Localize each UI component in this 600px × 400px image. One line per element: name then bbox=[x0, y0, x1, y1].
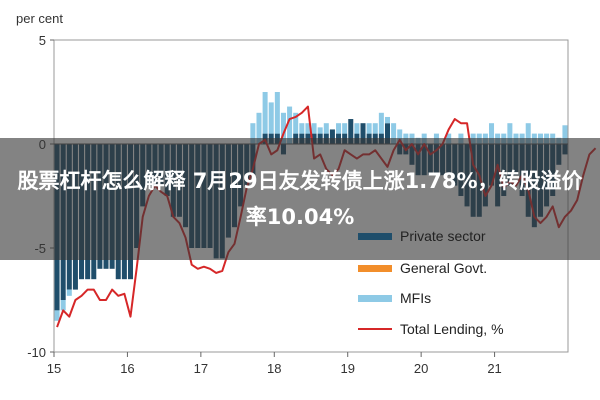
bar-mfis-52 bbox=[372, 123, 378, 134]
legend-item-private-sector: Private sector bbox=[358, 226, 558, 246]
x-tick-label-19: 19 bbox=[340, 361, 354, 376]
bar-mfis-53 bbox=[378, 112, 384, 134]
overlay-headline: 股票杠杆怎么解释 7月29日友发转债上涨1.78%，转股溢价率10.04% bbox=[17, 169, 583, 229]
bar-mfis-40 bbox=[299, 123, 305, 134]
x-tick-label-20: 20 bbox=[414, 361, 428, 376]
y-tick-label--10: -10 bbox=[27, 345, 46, 360]
legend-swatch-total-lending bbox=[358, 328, 392, 330]
bar-mfis-32 bbox=[250, 123, 256, 144]
bar-mfis-36 bbox=[274, 92, 280, 134]
legend-label-general-govt: General Govt. bbox=[400, 260, 488, 276]
bar-mfis-0 bbox=[54, 310, 60, 321]
legend-label-mfis: MFIs bbox=[400, 290, 432, 306]
x-tick-label-17: 17 bbox=[194, 361, 208, 376]
bar-mfis-46 bbox=[336, 123, 342, 134]
x-tick-label-15: 15 bbox=[47, 361, 61, 376]
legend-item-total-lending: Total Lending, % bbox=[358, 319, 558, 339]
y-tick-label-5: 5 bbox=[39, 33, 46, 48]
legend-swatch-mfis bbox=[358, 294, 392, 302]
bar-mfis-42 bbox=[311, 123, 317, 134]
bar-mfis-43 bbox=[317, 127, 323, 134]
x-tick-label-16: 16 bbox=[120, 361, 134, 376]
unit-label: per cent bbox=[16, 11, 63, 26]
bar-mfis-77 bbox=[525, 123, 531, 144]
legend-swatch-private-sector bbox=[358, 232, 392, 240]
bar-mfis-39 bbox=[293, 112, 299, 134]
bar-mfis-1 bbox=[60, 300, 66, 311]
bar-mfis-35 bbox=[268, 102, 274, 134]
bar-mfis-47 bbox=[342, 123, 348, 134]
bar-mfis-34 bbox=[262, 92, 268, 134]
bar-mfis-83 bbox=[562, 125, 568, 144]
bar-mfis-37 bbox=[280, 112, 286, 144]
bar-mfis-55 bbox=[391, 123, 397, 144]
legend-item-mfis: MFIs bbox=[358, 288, 558, 308]
bar-private-sector-45 bbox=[329, 129, 335, 144]
bar-mfis-54 bbox=[384, 116, 390, 124]
bar-mfis-44 bbox=[323, 123, 329, 134]
x-tick-label-18: 18 bbox=[267, 361, 281, 376]
legend-label-total-lending: Total Lending, % bbox=[400, 321, 504, 337]
bar-mfis-74 bbox=[507, 123, 513, 144]
legend-item-general-govt: General Govt. bbox=[358, 258, 558, 278]
x-axis-ticks: 15 16 17 18 19 20 21 bbox=[47, 352, 502, 376]
title-overlay-banner: 股票杠杆怎么解释 7月29日友发转债上涨1.78%，转股溢价率10.04% bbox=[0, 138, 600, 260]
bar-mfis-49 bbox=[354, 123, 360, 134]
x-tick-label-21: 21 bbox=[487, 361, 501, 376]
legend-label-private-sector: Private sector bbox=[400, 228, 486, 244]
bar-mfis-2 bbox=[66, 289, 72, 296]
bar-mfis-38 bbox=[287, 106, 293, 144]
bar-mfis-33 bbox=[256, 112, 262, 144]
bar-mfis-41 bbox=[305, 123, 311, 134]
bar-private-sector-50 bbox=[360, 123, 366, 144]
bar-private-sector-54 bbox=[384, 123, 390, 144]
legend-swatch-general-govt bbox=[358, 264, 392, 272]
bar-private-sector-48 bbox=[348, 119, 354, 144]
bar-mfis-51 bbox=[366, 123, 372, 134]
bar-mfis-56 bbox=[397, 129, 403, 144]
bar-mfis-71 bbox=[489, 123, 495, 144]
